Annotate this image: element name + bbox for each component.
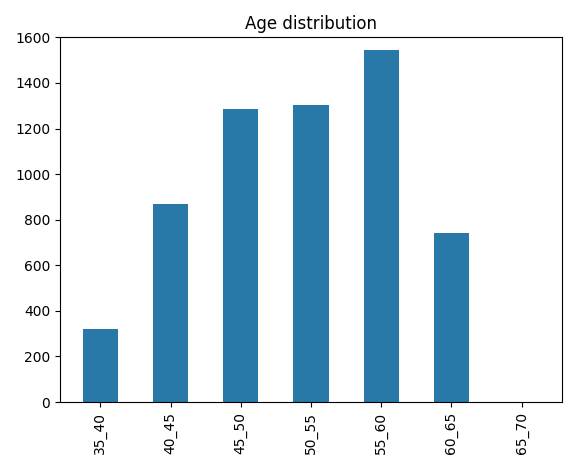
- Bar: [364, 50, 399, 402]
- Bar: [83, 329, 118, 402]
- Bar: [294, 105, 328, 402]
- Title: Age distribution: Age distribution: [245, 15, 377, 33]
- Bar: [153, 204, 188, 402]
- Bar: [434, 234, 469, 402]
- Bar: [223, 109, 258, 402]
